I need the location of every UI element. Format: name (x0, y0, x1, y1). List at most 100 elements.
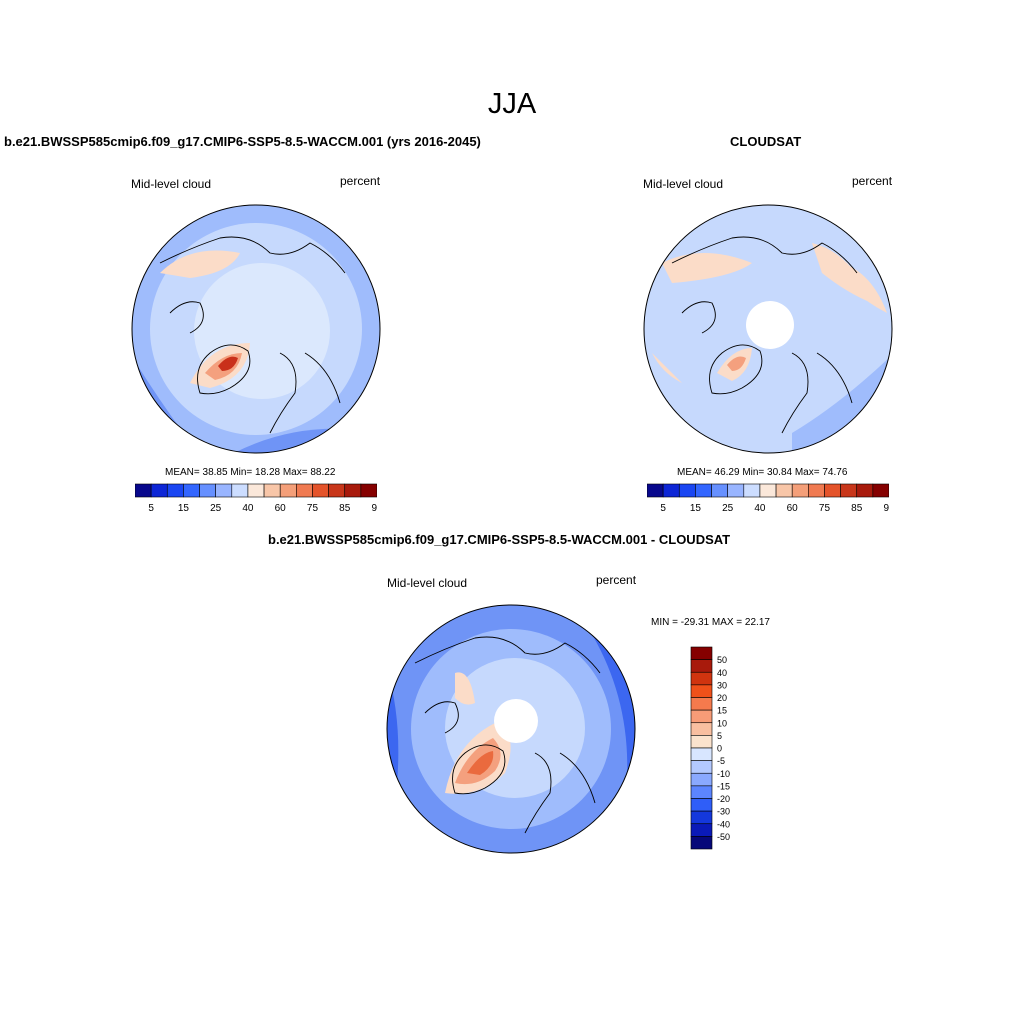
panel2-peach-region (842, 263, 887, 313)
panel2-colorbar-swatch (743, 483, 761, 498)
panel3-variable: Mid-level cloud (387, 576, 468, 590)
panel3-units: percent (596, 573, 637, 587)
panel3-colorbar-swatch (690, 772, 713, 787)
panel3-colorbar-swatch (690, 836, 713, 850)
panel2-colorbar-tick-label: 60 (787, 503, 799, 514)
panel3-colorbar-swatch (690, 747, 713, 761)
panel1-peach-region (160, 250, 240, 278)
panel3-colorbar-tick-label: 0 (717, 744, 722, 754)
panel3-coastlines (414, 636, 601, 834)
panel2-polar-map (643, 204, 893, 454)
panel3-colorbar-tick-label: -15 (717, 781, 730, 791)
panel3-colorbar-tick-label: -5 (717, 756, 725, 766)
panel2-colorbar-swatch (727, 483, 745, 498)
panel3-positive-peak (467, 751, 494, 775)
panel3-colorbar-tick-label: 5 (717, 731, 722, 741)
panel1-colorbar-tick-label: 95 (371, 503, 377, 514)
panel1-colorbar-tick-label: 15 (178, 503, 190, 514)
panel3-colorbar-tick-label: -10 (717, 769, 730, 779)
panel2-map-border (643, 204, 893, 454)
panel1-units: percent (340, 174, 381, 188)
panel1-colorbar-swatch (166, 483, 184, 498)
panel2-colorbar-swatch (824, 483, 841, 498)
panel1-colorbar-swatch (360, 483, 377, 498)
panel2-colorbar-tick-label: 75 (819, 503, 831, 514)
panel3-colorbar-tick-label: 50 (717, 655, 727, 665)
panel2-polar-hole (746, 301, 794, 349)
panel3-colorbar-swatch (690, 810, 713, 825)
panel3-map-border (386, 604, 636, 854)
panel1-colorbar-tick-label: 75 (307, 503, 319, 514)
panel3-colorbar-tick-label: 40 (717, 668, 727, 678)
panel1-colorbar-tick-label: 85 (339, 503, 351, 514)
panel1-colorbar-swatch (199, 483, 216, 498)
panel1-colorbar-tick-label: 40 (242, 503, 254, 514)
panel3-positive-region (455, 672, 475, 705)
panel1-colorbar-swatch (344, 483, 362, 498)
panel2-colorbar-swatch (678, 483, 696, 498)
panel1-colorbar-tick-label: 60 (275, 503, 287, 514)
panel1-colorbar-swatch (296, 483, 313, 498)
panel2-colorbar-swatch (711, 483, 728, 498)
panel2-colorbar-swatch (808, 483, 825, 498)
panel2-colorbar-tick-label: 25 (722, 503, 734, 514)
panel2-colorbar (647, 483, 889, 498)
panel2-stats: MEAN= 46.29 Min= 30.84 Max= 74.76 (677, 467, 848, 478)
panel2-colorbar-tick-label: 40 (754, 503, 766, 514)
panel3-colorbar-swatch (690, 659, 713, 673)
panel2-variable: Mid-level cloud (643, 177, 724, 191)
panel3-colorbar-swatch (690, 823, 713, 837)
panel2-colorbar-swatch (856, 483, 874, 498)
panel3-colorbar-swatch (690, 760, 713, 774)
panel1-colorbar-swatch (183, 483, 200, 498)
panel2-peach-region (652, 353, 682, 383)
panel3-colorbar-swatch (690, 671, 713, 686)
panel2-title: CLOUDSAT (730, 134, 802, 149)
panel2-colorbar-swatch (872, 483, 889, 498)
panel3-colorbar-tick-label: 10 (717, 718, 727, 728)
panel1-colorbar-swatch (215, 483, 233, 498)
panel1-colorbar-swatch (328, 483, 346, 498)
panel1-coastlines (159, 236, 346, 434)
panel3-stats: MIN = -29.31 MAX = 22.17 (651, 617, 770, 628)
panel1-colorbar-swatch (263, 483, 281, 498)
panel1-variable: Mid-level cloud (131, 177, 212, 191)
season-title: JJA (487, 88, 537, 120)
panel1-colorbar (135, 483, 377, 498)
panel3-colorbar-tick-label: -40 (717, 819, 730, 829)
panel3-colorbar-swatch (690, 722, 713, 736)
panel2-colorbar-swatch (775, 483, 793, 498)
panel3-colorbar-tick-label: -50 (717, 832, 730, 842)
panel1-colorbar-tick-label: 5 (148, 503, 154, 514)
panel1-polar-map (131, 204, 381, 454)
panel1-colorbar-swatch (231, 483, 249, 498)
panel2-colorbar-tick-label: 95 (883, 503, 889, 514)
panel3-colorbar-tick-label: 15 (717, 706, 727, 716)
panel2-colorbar-swatch (759, 483, 777, 498)
panel1-map-border (131, 204, 381, 454)
panel2-colorbar-swatch (791, 483, 809, 498)
panel2-colorbar-tick-label: 85 (851, 503, 863, 514)
panel3-colorbar-tick-label: 20 (717, 693, 727, 703)
panel3-colorbar-swatch (690, 735, 713, 749)
panel1-colorbar-swatch (247, 483, 265, 498)
panel2-colorbar-tick-label: 15 (690, 503, 702, 514)
panel1-colorbar-swatch (150, 483, 168, 498)
panel2-colorbar-tick-label: 5 (660, 503, 666, 514)
panel3-colorbar-swatch (690, 785, 713, 799)
panel2-greenland-peak (727, 356, 746, 371)
panel3-title: b.e21.BWSSP585cmip6.f09_g17.CMIP6-SSP5-8… (268, 532, 731, 547)
panel2-colorbar-swatch (662, 483, 680, 498)
panel2-colorbar-swatch (647, 483, 664, 498)
panel3-colorbar-tick-label: -30 (717, 807, 730, 817)
panel2-units: percent (852, 174, 893, 188)
panel3-colorbar-swatch (690, 798, 713, 812)
panel1-colorbar-swatch (312, 483, 329, 498)
panel3-colorbar-swatch (690, 697, 713, 711)
panel2-colorbar-labels: 5 15 25 40 60 75 85 95 (660, 503, 889, 514)
panel3-colorbar-swatch (690, 709, 713, 724)
panel2-colorbar-swatch (695, 483, 712, 498)
panel3-colorbar-swatch (690, 646, 713, 660)
panel2-peach-region (662, 253, 752, 283)
